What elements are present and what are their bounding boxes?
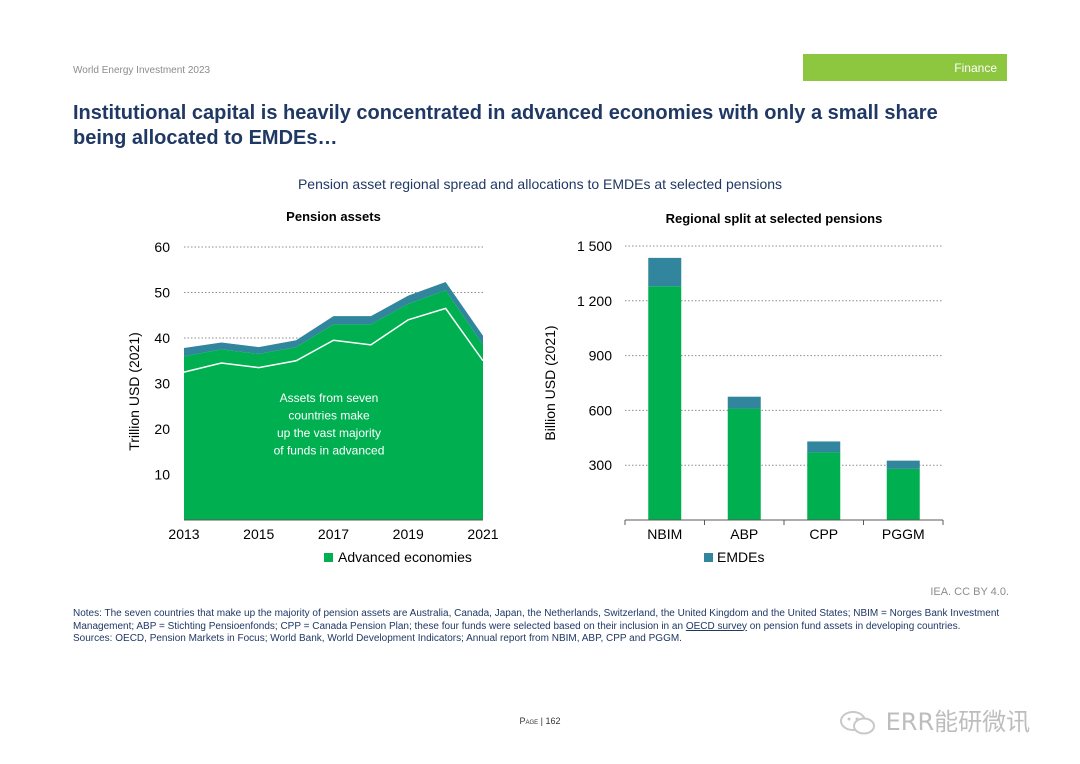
legend-swatch-emdes	[704, 553, 713, 562]
legend-label-advanced: Advanced economies	[338, 549, 472, 565]
page-title: Institutional capital is heavily concent…	[73, 102, 938, 149]
area-x-tick-label: 2019	[393, 526, 424, 542]
area-annotation-line: countries make	[288, 409, 370, 423]
area-x-tick-label: 2013	[168, 526, 199, 542]
bar-y-tick-label: 600	[589, 402, 613, 418]
notes-text: Notes: The seven countries that make up …	[73, 608, 1008, 633]
seven-countries-line	[183, 307, 484, 373]
area-x-tick-label: 2015	[243, 526, 274, 542]
bar-x-tick-label: PGGM	[882, 526, 925, 542]
bar-y-tick-label: 900	[589, 348, 613, 364]
area-chart-title: Pension assets	[286, 209, 381, 224]
watermark-text: ERR能研微讯	[885, 708, 1031, 736]
area-annotation-line: of funds in advanced	[274, 444, 385, 458]
page-footer: Page | 162	[519, 716, 561, 726]
area-series-emdes	[184, 282, 483, 357]
legend-swatch-advanced	[324, 553, 333, 562]
page-label: Page	[519, 716, 539, 726]
bar-chart-title: Regional split at selected pensions	[666, 211, 883, 226]
bar-y-tick-label: 300	[589, 457, 613, 473]
area-x-tick-label: 2017	[318, 526, 349, 542]
bar-advanced-pggm	[886, 468, 920, 520]
area-annotation-line: up the vast majority	[277, 426, 381, 440]
pension-charts: Pension assets 10 20 30 40 50 60 Trillion USD (…	[126, 209, 944, 565]
area-x-tick-label: 2021	[467, 526, 498, 542]
sources-text: Sources: OECD, Pension Markets in Focus;…	[73, 633, 682, 644]
oecd-survey-link[interactable]: OECD survey	[685, 620, 747, 632]
bar-emdes-pggm	[886, 460, 920, 469]
watermark: ERR能研微讯	[838, 702, 1030, 737]
area-y-axis-label: Trillion USD (2021)	[126, 332, 142, 451]
area-y-tick-label: 30	[154, 376, 170, 392]
page-number: 162	[545, 716, 561, 726]
legend-label-emdes: EMDEs	[717, 549, 764, 565]
area-y-tick-label: 10	[154, 467, 170, 483]
notes-line2: on pension fund assets in developing cou…	[746, 620, 961, 632]
bar-x-tick-label: ABP	[730, 526, 758, 542]
notes: Notes: The seven countries that make up …	[73, 608, 1008, 646]
bar-x-tick-label: CPP	[809, 526, 838, 542]
bar-emdes-abp	[727, 396, 761, 409]
figure-title: Pension asset regional spread and alloca…	[297, 176, 783, 192]
bar-x-tick-label: NBIM	[647, 526, 682, 542]
bar-emdes-cpp	[807, 441, 841, 453]
bar-advanced-nbim	[648, 286, 682, 520]
area-y-tick-label: 50	[154, 285, 170, 301]
notes-line1: Notes: The seven countries that make up …	[73, 608, 1000, 632]
bar-emdes-nbim	[648, 257, 682, 287]
area-annotation-line: Assets from seven	[280, 391, 379, 405]
area-series-advanced	[184, 290, 483, 520]
credit-label: IEA. CC BY 4.0.	[930, 586, 1009, 598]
area-y-tick-label: 20	[154, 421, 170, 437]
wechat-icon	[840, 711, 875, 735]
area-y-tick-label: 60	[154, 239, 170, 255]
section-tag: Finance	[803, 54, 1007, 81]
bar-y-tick-label: 1 200	[577, 293, 612, 309]
bar-y-axis-label: Billion USD (2021)	[542, 325, 558, 440]
bar-y-tick-label: 1 500	[577, 238, 612, 254]
report-name: World Energy Investment 2023	[73, 65, 211, 76]
bar-advanced-cpp	[807, 452, 841, 520]
area-y-tick-label: 40	[154, 330, 170, 346]
bar-advanced-abp	[727, 408, 761, 520]
